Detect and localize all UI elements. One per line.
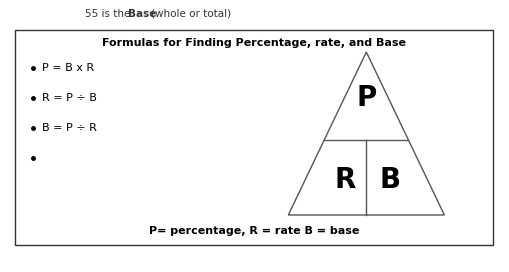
Bar (15, 30, 493, 245)
Text: R = P ÷ B: R = P ÷ B (42, 93, 97, 103)
Text: P: P (356, 84, 377, 112)
Text: Base: Base (128, 9, 156, 19)
Text: P = B x R: P = B x R (42, 63, 94, 73)
Polygon shape (288, 52, 444, 215)
Text: (whole or total): (whole or total) (151, 9, 231, 19)
Text: R: R (334, 165, 356, 193)
Text: B: B (380, 165, 401, 193)
Text: P= percentage, R = rate B = base: P= percentage, R = rate B = base (149, 226, 359, 236)
Text: Formulas for Finding Percentage, rate, and Base: Formulas for Finding Percentage, rate, a… (102, 38, 406, 48)
Text: 55 is the: 55 is the (85, 9, 134, 19)
Text: B = P ÷ R: B = P ÷ R (42, 123, 97, 133)
